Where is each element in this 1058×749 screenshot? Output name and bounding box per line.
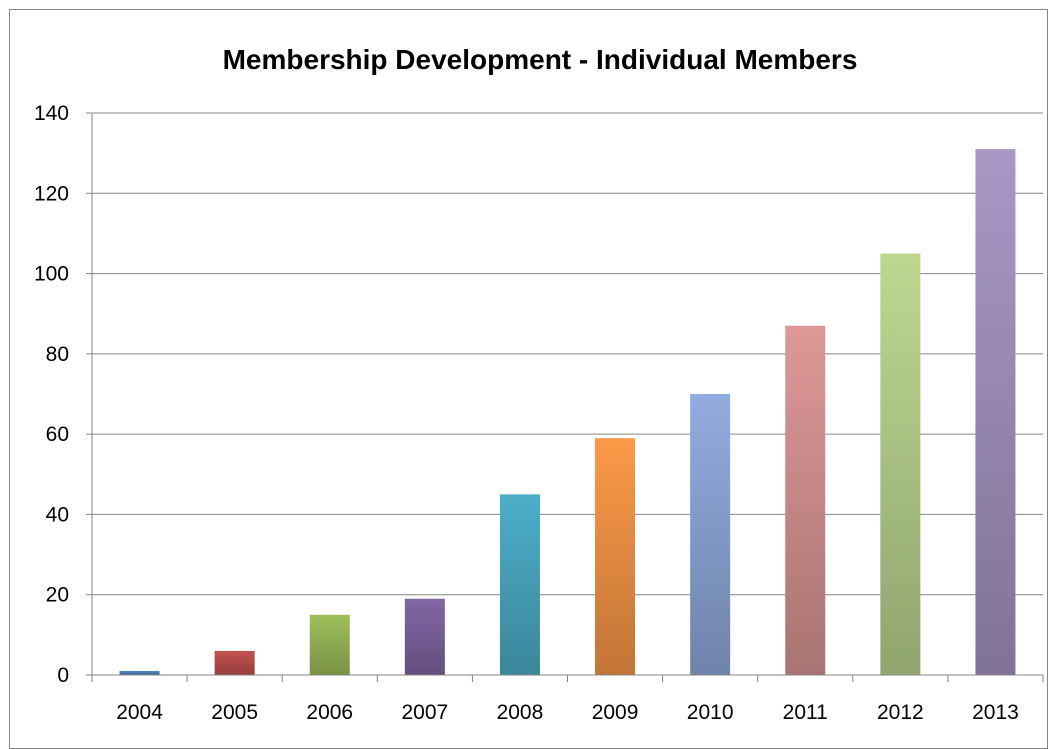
x-tick-label: 2007 xyxy=(401,701,448,724)
bar-2012 xyxy=(880,253,921,675)
y-tick-label: 40 xyxy=(46,503,69,526)
bar-2013 xyxy=(975,149,1016,676)
x-tick-label: 2011 xyxy=(783,701,828,724)
x-tick-label: 2013 xyxy=(972,701,1019,724)
y-tick-label: 80 xyxy=(46,343,69,366)
x-tick-label: 2004 xyxy=(116,701,163,724)
x-tick-label: 2005 xyxy=(211,701,258,724)
bar-chart: Membership Development - Individual Memb… xyxy=(34,44,1044,724)
bar-2004 xyxy=(119,670,160,675)
bars xyxy=(119,149,1016,676)
x-tick-label: 2010 xyxy=(687,701,734,724)
x-axis-labels: 2004 2005 2006 2007 2008 2009 2010 2011 2012 2013 xyxy=(116,701,1019,724)
bar-2008 xyxy=(499,494,540,675)
bar-2005 xyxy=(214,650,255,675)
bar-2011 xyxy=(785,325,826,675)
x-tick-label: 2012 xyxy=(877,701,924,724)
y-tick-label: 0 xyxy=(57,664,69,687)
x-tick-label: 2009 xyxy=(592,701,639,724)
y-tick-label: 20 xyxy=(46,584,69,607)
y-tick-label: 100 xyxy=(34,263,69,286)
y-tick-label: 60 xyxy=(46,423,69,446)
bar-2010 xyxy=(690,394,731,675)
y-tick-label: 120 xyxy=(34,182,69,205)
y-axis-labels: 0 20 40 60 80 100 120 140 xyxy=(34,102,69,687)
x-tick-label: 2008 xyxy=(497,701,544,724)
bar-2009 xyxy=(595,438,636,675)
x-tick-label: 2006 xyxy=(306,701,353,724)
bar-2006 xyxy=(309,614,350,675)
y-tick-label: 140 xyxy=(34,102,69,125)
bar-2007 xyxy=(404,598,445,675)
chart-title: Membership Development - Individual Memb… xyxy=(223,44,858,75)
axes xyxy=(91,113,1044,682)
